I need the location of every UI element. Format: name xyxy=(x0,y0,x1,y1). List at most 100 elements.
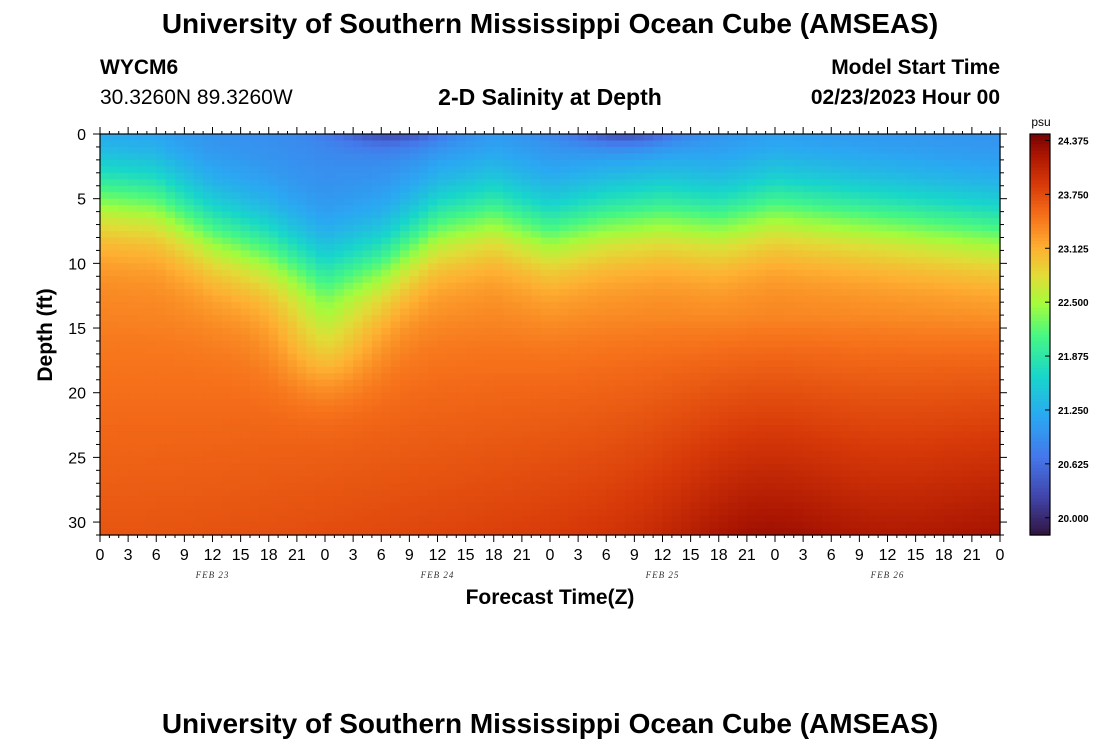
heatmap-cell xyxy=(465,450,476,458)
heatmap-cell xyxy=(465,308,476,316)
heatmap-cell xyxy=(625,185,635,193)
heatmap-cell xyxy=(953,450,964,458)
heatmap-cell xyxy=(325,373,335,381)
heatmap-cell xyxy=(325,153,335,161)
heatmap-cell xyxy=(250,308,260,316)
heatmap-cell xyxy=(287,431,298,439)
heatmap-cell xyxy=(334,379,345,387)
heatmap-cell xyxy=(896,282,907,290)
heatmap-cell xyxy=(203,289,214,297)
heatmap-cell xyxy=(821,379,832,387)
heatmap-cell xyxy=(437,379,448,387)
heatmap-cell xyxy=(137,198,148,206)
heatmap-cell xyxy=(503,418,514,426)
heatmap-cell xyxy=(231,373,242,381)
heatmap-cell xyxy=(662,250,673,258)
heatmap-cell xyxy=(493,457,504,465)
heatmap-cell xyxy=(362,134,373,142)
heatmap-cell xyxy=(521,218,532,226)
heatmap-cell xyxy=(109,205,120,213)
heatmap-cell xyxy=(718,412,729,420)
heatmap-cell xyxy=(193,315,204,323)
heatmap-cell xyxy=(915,289,926,297)
heatmap-cell xyxy=(878,211,889,219)
heatmap-cell xyxy=(859,282,870,290)
heatmap-cell xyxy=(981,399,992,407)
heatmap-cell xyxy=(606,347,617,355)
heatmap-cell xyxy=(203,179,214,187)
heatmap-cell xyxy=(428,276,439,284)
heatmap-cell xyxy=(381,205,392,213)
heatmap-cell xyxy=(578,373,589,381)
heatmap-cell xyxy=(746,179,757,187)
heatmap-cell xyxy=(156,405,167,413)
heatmap-cell xyxy=(568,437,579,446)
heatmap-cell xyxy=(175,366,185,374)
heatmap-cell xyxy=(118,308,129,316)
heatmap-cell xyxy=(512,373,523,381)
heatmap-cell xyxy=(850,315,860,323)
heatmap-cell xyxy=(934,231,945,239)
heatmap-cell xyxy=(709,153,720,161)
heatmap-cell xyxy=(803,366,814,374)
heatmap-cell xyxy=(681,211,692,219)
heatmap-cell xyxy=(615,392,626,400)
heatmap-cell xyxy=(512,379,523,387)
heatmap-cell xyxy=(175,237,185,245)
heatmap-cell xyxy=(137,256,148,264)
heatmap-cell xyxy=(484,412,495,420)
heatmap-cell xyxy=(925,263,935,271)
heatmap-cell xyxy=(540,205,551,213)
heatmap-cell xyxy=(278,457,289,465)
heatmap-cell xyxy=(662,431,673,439)
heatmap-cell xyxy=(615,431,626,439)
heatmap-cell xyxy=(887,198,898,206)
heatmap-cell xyxy=(681,146,692,155)
heatmap-cell xyxy=(793,179,804,187)
heatmap-cell xyxy=(128,315,139,323)
heatmap-cell xyxy=(615,328,626,336)
heatmap-cell xyxy=(990,340,1001,349)
heatmap-cell xyxy=(325,282,335,290)
heatmap-cell xyxy=(653,282,664,290)
heatmap-cell xyxy=(118,153,129,161)
heatmap-cell xyxy=(250,185,260,193)
heatmap-cell xyxy=(971,172,982,180)
heatmap-cell xyxy=(690,450,701,458)
heatmap-cell xyxy=(250,295,260,303)
heatmap-cell xyxy=(118,353,129,361)
heatmap-cell xyxy=(381,328,392,336)
heatmap-cell xyxy=(859,334,870,342)
heatmap-cell xyxy=(437,392,448,400)
heatmap-cell xyxy=(231,321,242,329)
heatmap-cell xyxy=(625,198,635,206)
heatmap-cell xyxy=(568,302,579,310)
heatmap-cell xyxy=(540,437,551,446)
heatmap-cell xyxy=(671,140,682,148)
heatmap-cell xyxy=(231,295,242,303)
heatmap-cell xyxy=(184,153,195,161)
heatmap-cell xyxy=(671,308,682,316)
heatmap-cell xyxy=(746,237,757,245)
heatmap-cell xyxy=(615,444,626,452)
heatmap-cell xyxy=(296,140,307,148)
heatmap-cell xyxy=(728,198,739,206)
heatmap-cell xyxy=(193,457,204,465)
heatmap-cell xyxy=(343,153,354,161)
heatmap-cell xyxy=(756,457,767,465)
heatmap-cell xyxy=(118,192,129,200)
heatmap-cell xyxy=(484,392,495,400)
heatmap-cell xyxy=(334,211,345,219)
heatmap-cell xyxy=(850,179,860,187)
heatmap-cell xyxy=(100,379,110,387)
heatmap-cell xyxy=(671,347,682,355)
heatmap-cell xyxy=(137,457,148,465)
heatmap-cell xyxy=(175,276,185,284)
heatmap-cell xyxy=(325,308,335,316)
heatmap-cell xyxy=(746,302,757,310)
heatmap-cell xyxy=(775,347,785,355)
heatmap-cell xyxy=(868,405,879,413)
heatmap-cell xyxy=(268,334,279,342)
heatmap-cell xyxy=(428,140,439,148)
heatmap-cell xyxy=(718,405,729,413)
